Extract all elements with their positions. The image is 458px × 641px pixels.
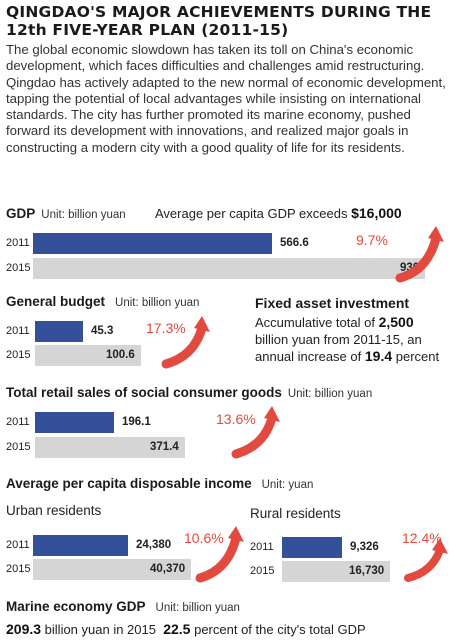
retail-year-label-2015: 2015 <box>6 441 31 453</box>
rural-growth-rate: 12.4% <box>402 530 442 546</box>
budget-unit: Unit: billion yuan <box>115 297 200 309</box>
fixed-asset-text: Accumulative total of 2,500 billion yuan… <box>255 314 439 365</box>
budget-year-label-2011: 2011 <box>6 325 30 337</box>
gdp-bar-2015 <box>33 258 425 279</box>
income-title: Average per capita disposable income <box>6 476 252 491</box>
gdp-unit: Unit: billion yuan <box>41 209 126 221</box>
budget-bar-2011 <box>35 321 83 342</box>
urban-value-label-2011: 24,380 <box>136 539 172 551</box>
gdp-heading: GDP Unit: billion yuan <box>6 206 126 221</box>
urban-bar-2015 <box>33 559 191 580</box>
retail-unit: Unit: billion yuan <box>287 388 373 400</box>
retail-value-label-2015: 371.4 <box>150 441 179 453</box>
gdp-growth-arrow-icon <box>395 226 444 283</box>
intro-paragraph: The global economic slowdown has taken i… <box>6 42 446 155</box>
budget-bar-2015 <box>35 345 141 366</box>
fixed-line3-suffix: percent <box>395 349 440 364</box>
page-title: QINGDAO'S MAJOR ACHIEVEMENTS DURING THE … <box>6 3 432 39</box>
rural-bar-2015 <box>282 561 390 582</box>
urban-value-label-2015: 40,370 <box>150 563 186 575</box>
retail-value-label-2011: 196.1 <box>122 416 151 428</box>
retail-heading: Total retail sales of social consumer go… <box>6 385 372 400</box>
rural-residents-label: Rural residents <box>250 506 341 521</box>
budget-heading: General budget Unit: billion yuan <box>6 294 199 309</box>
rural-growth-arrow-icon <box>404 538 448 582</box>
budget-growth-arrow-icon <box>161 316 210 369</box>
rural-value-label-2011: 9,326 <box>350 541 379 553</box>
income-unit: Unit: yuan <box>261 479 314 491</box>
urban-year-label-2015: 2015 <box>6 563 31 575</box>
marine-unit: Unit: billion yuan <box>155 602 240 614</box>
retail-bar-2011 <box>35 412 114 433</box>
marine-summary: 209.3 billion yuan in 2015 22.5 percent … <box>6 621 366 637</box>
marine-text-2: percent of the city's total GDP <box>194 622 366 637</box>
fixed-asset-line-1: Accumulative total of 2,500 <box>255 314 439 331</box>
fixed-asset-line-3: annual increase of 19.4 percent <box>255 348 439 365</box>
rural-year-label-2015: 2015 <box>250 565 275 577</box>
marine-title: Marine economy GDP <box>6 599 146 614</box>
budget-growth-rate: 17.3% <box>146 320 186 336</box>
marine-text-1: billion yuan in 2015 <box>44 622 156 637</box>
fixed-line3-prefix: annual increase of <box>255 349 362 364</box>
retail-title: Total retail sales of social consumer go… <box>6 385 282 400</box>
budget-title: General budget <box>6 294 106 309</box>
fixed-total-value: 2,500 <box>378 314 414 330</box>
gdp-title: GDP <box>6 206 36 221</box>
urban-bar-2011 <box>33 535 128 556</box>
budget-year-label-2015: 2015 <box>6 349 31 361</box>
urban-year-label-2011: 2011 <box>6 539 30 551</box>
gdp-year-label-2015: 2015 <box>6 262 31 274</box>
marine-heading: Marine economy GDP Unit: billion yuan <box>6 599 240 614</box>
gdp-value-label-2011: 566.6 <box>280 237 309 249</box>
gdp-bar-2011 <box>33 233 272 254</box>
urban-growth-rate: 10.6% <box>184 530 224 546</box>
retail-growth-arrow-icon <box>231 406 280 459</box>
income-heading: Average per capita disposable income Unit… <box>6 476 313 491</box>
fixed-asset-line-2: billion yuan from 2011-15, an <box>255 332 422 347</box>
urban-residents-label: Urban residents <box>6 503 102 518</box>
retail-year-label-2011: 2011 <box>6 416 30 428</box>
urban-growth-arrow-icon <box>195 526 244 583</box>
fixed-line1-prefix: Accumulative total of <box>255 315 375 330</box>
rural-year-label-2011: 2011 <box>250 541 274 553</box>
fixed-increase-value: 19.4 <box>364 348 393 364</box>
retail-bar-2015 <box>35 437 185 458</box>
gdp-note-value: $16,000 <box>351 205 402 221</box>
retail-growth-rate: 13.6% <box>216 411 256 427</box>
gdp-year-label-2011: 2011 <box>6 237 30 249</box>
marine-value: 209.3 <box>6 621 42 637</box>
gdp-note-text: Average per capita GDP exceeds <box>155 206 348 221</box>
fixed-asset-heading: Fixed asset investment <box>255 295 410 311</box>
gdp-per-capita-note: Average per capita GDP exceeds $16,000 <box>155 205 402 221</box>
rural-bar-2011 <box>282 537 342 558</box>
rural-value-label-2015: 16,730 <box>349 565 385 577</box>
budget-value-label-2011: 45.3 <box>91 325 114 337</box>
budget-value-label-2015: 100.6 <box>106 349 135 361</box>
marine-percent: 22.5 <box>163 621 191 637</box>
gdp-growth-rate: 9.7% <box>356 232 388 248</box>
